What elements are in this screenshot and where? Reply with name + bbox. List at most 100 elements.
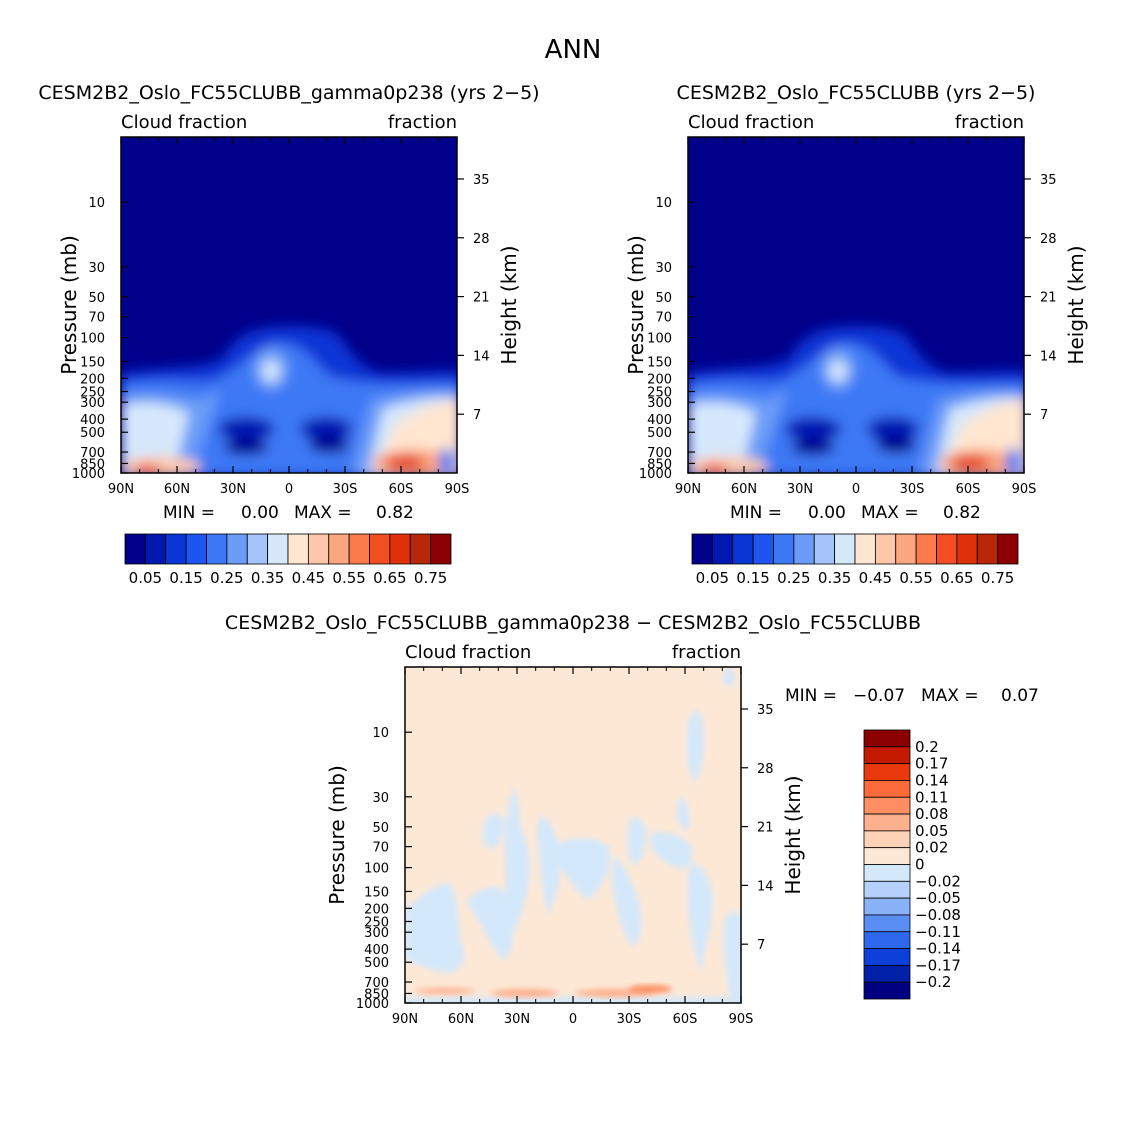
colorbar-label: 0.45 bbox=[859, 569, 892, 587]
colorbar-swatch bbox=[863, 729, 911, 748]
y-tick-label: 70 bbox=[88, 311, 105, 326]
y-tick-label: 850 bbox=[80, 457, 105, 472]
min-label: MIN = bbox=[785, 686, 837, 706]
panel-title: CESM2B2_Oslo_FC55CLUBB_gamma0p238 − CESM… bbox=[225, 612, 921, 634]
y2-tick-label: 14 bbox=[1040, 349, 1057, 364]
x-tick-label: 90S bbox=[1012, 482, 1037, 497]
colorbar-swatch bbox=[956, 533, 978, 565]
colorbar-swatch bbox=[267, 533, 289, 565]
y-axis-label: Pressure (mb) bbox=[57, 235, 81, 375]
y-tick-label: 400 bbox=[80, 413, 105, 428]
colorbar-difference: 0.20.170.140.110.080.050.020−0.02−0.05−0… bbox=[863, 729, 961, 1000]
colorbar-label: 0 bbox=[915, 856, 925, 874]
y-tick-label: 30 bbox=[655, 261, 672, 276]
colorbar-swatch bbox=[206, 533, 228, 565]
colorbar-swatch bbox=[863, 964, 911, 983]
x-tick-label: 90S bbox=[729, 1012, 754, 1027]
x-tick-label: 90N bbox=[392, 1012, 418, 1027]
colorbar-label: 0.02 bbox=[915, 839, 948, 857]
colorbar-label: 0.35 bbox=[818, 569, 851, 587]
colorbar-swatch bbox=[895, 533, 917, 565]
colorbar-label: 0.05 bbox=[915, 822, 948, 840]
y-tick-label: 10 bbox=[655, 196, 672, 211]
y-tick-label: 30 bbox=[372, 791, 389, 806]
colorbar-swatch bbox=[863, 914, 911, 933]
y-tick-label: 200 bbox=[80, 372, 105, 387]
y-tick-label: 250 bbox=[647, 385, 672, 400]
x-tick-label: 30N bbox=[220, 482, 246, 497]
figure-title: ANN bbox=[545, 35, 602, 65]
colorbar-label: 0.15 bbox=[169, 569, 202, 587]
panel-difference: CESM2B2_Oslo_FC55CLUBB_gamma0p238 − CESM… bbox=[225, 612, 1039, 1027]
top-right-label: fraction bbox=[388, 112, 457, 133]
y-tick-label: 1000 bbox=[356, 997, 389, 1012]
y-tick-label: 50 bbox=[655, 291, 672, 306]
y-tick-label: 10 bbox=[88, 196, 105, 211]
y-tick-label: 70 bbox=[372, 841, 389, 856]
colorbar-swatch bbox=[226, 533, 248, 565]
colorbar-label: 0.14 bbox=[915, 771, 948, 789]
contour-field bbox=[405, 667, 741, 1003]
colorbar-label: 0.65 bbox=[373, 569, 406, 587]
colorbar-swatch bbox=[691, 533, 713, 565]
colorbar-swatch bbox=[863, 897, 911, 916]
y-tick-label: 200 bbox=[364, 902, 389, 917]
colorbar-swatch bbox=[863, 746, 911, 765]
y-tick-label: 250 bbox=[364, 915, 389, 930]
x-tick-label: 30S bbox=[900, 482, 925, 497]
colorbar-swatch bbox=[997, 533, 1019, 565]
x-tick-label: 60N bbox=[164, 482, 190, 497]
y2-tick-label: 21 bbox=[1040, 291, 1057, 306]
y-tick-label: 100 bbox=[364, 862, 389, 877]
y2-axis-label: Height (km) bbox=[1064, 245, 1088, 364]
x-tick-label: 30S bbox=[333, 482, 358, 497]
y-tick-label: 150 bbox=[80, 355, 105, 370]
x-tick-label: 60N bbox=[731, 482, 757, 497]
max-label: MAX = bbox=[861, 503, 919, 523]
x-tick-label: 0 bbox=[285, 482, 293, 497]
y-tick-label: 100 bbox=[80, 332, 105, 347]
y2-tick-label: 7 bbox=[757, 938, 765, 953]
colorbar-swatch bbox=[976, 533, 999, 565]
colorbar-swatch bbox=[915, 533, 937, 565]
y2-tick-label: 35 bbox=[757, 703, 774, 718]
colorbar-label: −0.02 bbox=[915, 872, 961, 890]
colorbar-label: 0.35 bbox=[251, 569, 284, 587]
y2-tick-label: 21 bbox=[757, 821, 774, 836]
colorbar-swatch bbox=[863, 763, 911, 781]
y-tick-label: 500 bbox=[647, 426, 672, 441]
min-value: 0.00 bbox=[808, 503, 846, 523]
y-tick-label: 500 bbox=[80, 426, 105, 441]
colorbar-swatch bbox=[307, 533, 330, 565]
colorbar-label: −0.2 bbox=[915, 973, 951, 991]
min-label: MIN = bbox=[163, 503, 215, 523]
y-tick-label: 200 bbox=[647, 372, 672, 387]
colorbar-label: 0.2 bbox=[915, 738, 939, 756]
colorbar-label: 0.65 bbox=[940, 569, 973, 587]
x-tick-label: 90S bbox=[445, 482, 470, 497]
colorbar-label: −0.08 bbox=[915, 906, 961, 924]
colorbar-label: −0.05 bbox=[915, 889, 961, 907]
max-label: MAX = bbox=[294, 503, 352, 523]
y-tick-label: 1000 bbox=[72, 467, 105, 482]
colorbar-swatch bbox=[936, 533, 958, 565]
top-right-label: fraction bbox=[955, 112, 1024, 133]
top-left-label: Cloud fraction bbox=[688, 112, 814, 133]
x-tick-label: 60N bbox=[448, 1012, 474, 1027]
y2-tick-label: 28 bbox=[757, 762, 774, 777]
panel-right: CESM2B2_Oslo_FC55CLUBB (yrs 2−5) Cloud f… bbox=[624, 82, 1088, 523]
x-tick-label: 30S bbox=[617, 1012, 642, 1027]
colorbar-label: 0.55 bbox=[332, 569, 365, 587]
y-tick-label: 300 bbox=[80, 396, 105, 411]
colorbar-label: 0.15 bbox=[736, 569, 769, 587]
contour-field bbox=[121, 137, 457, 473]
y-tick-label: 10 bbox=[372, 726, 389, 741]
y2-axis-label: Height (km) bbox=[497, 245, 521, 364]
y-tick-label: 50 bbox=[88, 291, 105, 306]
colorbar-swatch bbox=[863, 830, 911, 849]
colorbar-swatch bbox=[287, 533, 309, 565]
x-tick-label: 30N bbox=[787, 482, 813, 497]
y-tick-label: 700 bbox=[364, 976, 389, 991]
